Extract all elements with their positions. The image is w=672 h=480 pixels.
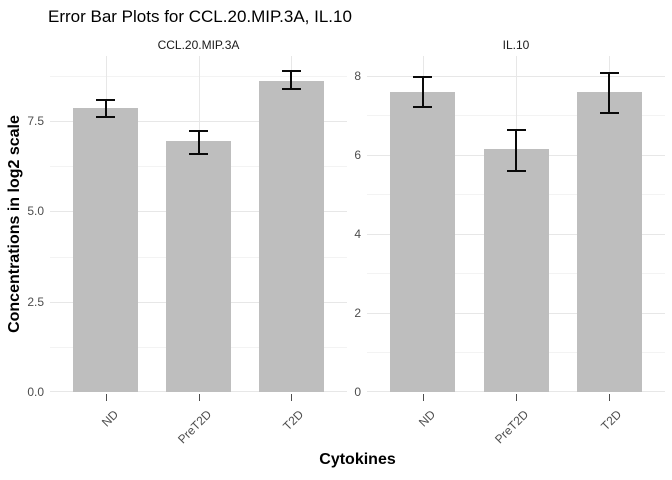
error-bar-whisker <box>515 129 517 171</box>
bar-pret2d <box>166 141 231 392</box>
error-bar-cap-bottom <box>600 112 619 114</box>
error-bar-whisker <box>105 99 107 117</box>
y-tick-label: 0 <box>354 385 361 399</box>
h-gridline-major <box>50 121 347 122</box>
error-bar-whisker <box>290 70 292 89</box>
facet-strip-label-ccl20mip3a: CCL.20.MIP.3A <box>157 38 240 52</box>
error-bar-cap-top <box>282 70 301 72</box>
x-tick-mark <box>291 394 292 401</box>
facet-panel-il10: 0 2 4 6 8 ND PreT2D T2D <box>354 56 665 446</box>
error-bar-cap-top <box>507 129 526 131</box>
error-bar-cap-bottom <box>96 116 115 118</box>
error-bar-cap-top <box>96 99 115 101</box>
bar-pret2d <box>484 149 549 392</box>
error-bar-whisker <box>422 76 424 107</box>
error-bar-cap-top <box>189 130 208 132</box>
error-bar-cap-bottom <box>282 88 301 90</box>
error-bar-cap-top <box>413 76 432 78</box>
bar-t2d <box>259 81 324 392</box>
x-tick-mark <box>516 394 517 401</box>
y-axis-title: Concentrations in log2 scale <box>6 115 23 333</box>
error-bar-whisker <box>198 130 200 154</box>
error-bar-cap-bottom <box>413 106 432 108</box>
chart-title: Error Bar Plots for CCL.20.MIP.3A, IL.10 <box>48 7 352 26</box>
x-tick-mark <box>609 394 610 401</box>
bar-t2d <box>577 92 642 392</box>
facet-panel-ccl20mip3a: 0.0 2.5 5.0 7.5 ND PreT2D T2D <box>27 56 347 446</box>
error-bar-cap-bottom <box>507 170 526 172</box>
error-bar-cap-bottom <box>189 153 208 155</box>
y-tick-label: 0.0 <box>27 385 44 399</box>
bar-nd <box>390 92 455 392</box>
error-bar-cap-top <box>600 72 619 74</box>
y-tick-label: 6 <box>354 148 361 162</box>
h-gridline-minor <box>50 76 347 77</box>
bar-nd <box>73 108 138 392</box>
facet-strip-label-il10: IL.10 <box>502 38 530 52</box>
x-tick-mark <box>106 394 107 401</box>
x-axis-title: Cytokines <box>319 451 396 468</box>
y-tick-label: 7.5 <box>27 114 44 128</box>
y-tick-label: 8 <box>354 69 361 83</box>
y-tick-label: 2 <box>354 306 361 320</box>
x-tick-mark <box>423 394 424 401</box>
error-bar-whisker <box>608 72 610 113</box>
y-tick-label: 2.5 <box>27 295 44 309</box>
y-tick-label: 5.0 <box>27 204 44 218</box>
x-tick-mark <box>199 394 200 401</box>
y-tick-label: 4 <box>354 227 361 241</box>
